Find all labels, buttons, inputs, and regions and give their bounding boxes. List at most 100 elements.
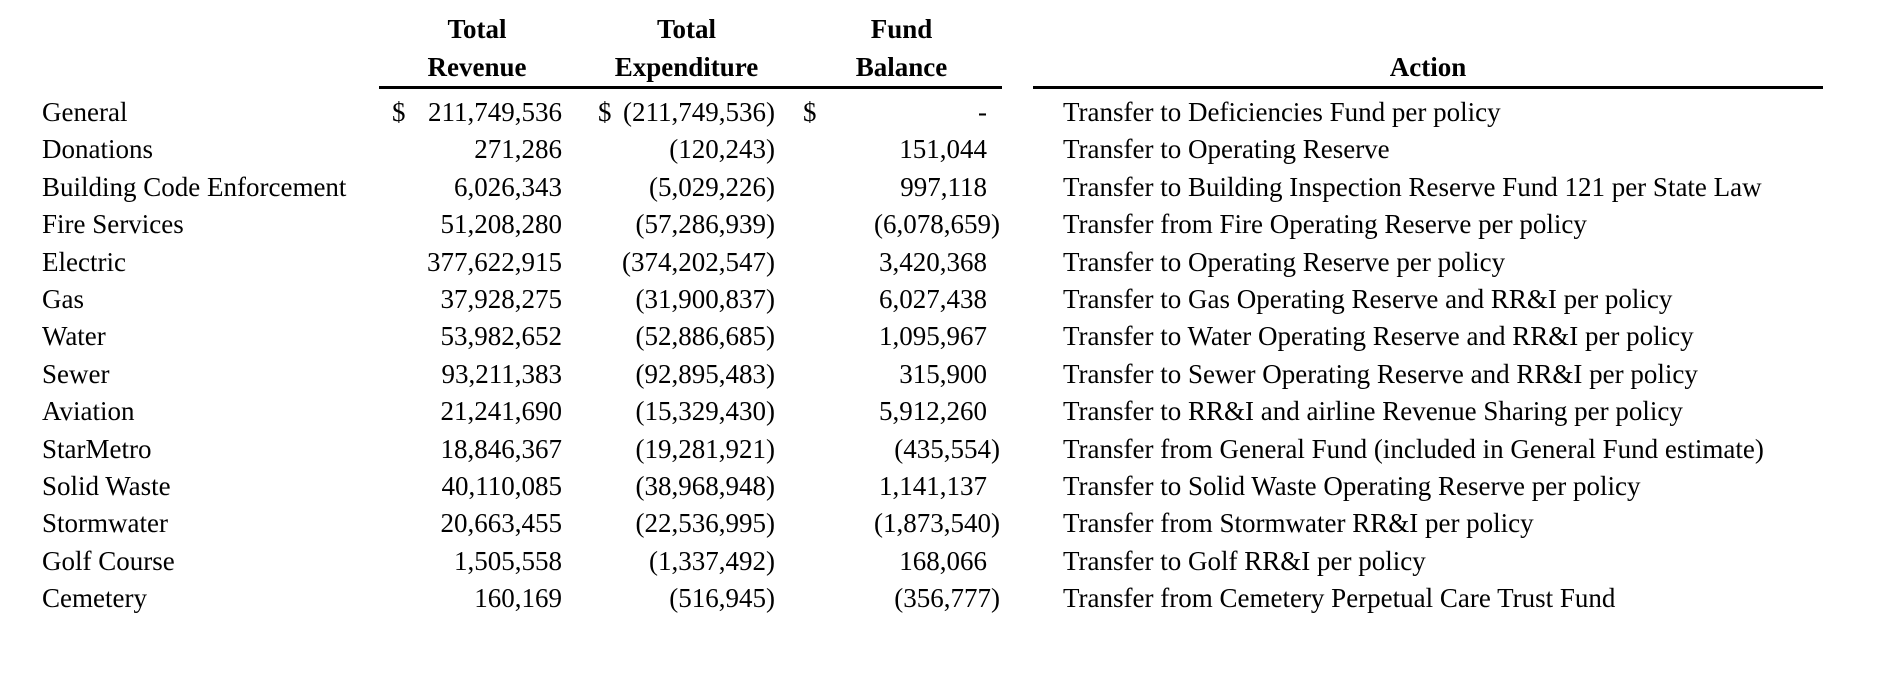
action-label: Transfer to Deficiencies Fund per policy — [1063, 97, 1501, 127]
fund-name-label: Aviation — [42, 396, 135, 427]
total-revenue-cell: 21,241,690 — [392, 393, 563, 430]
total-expenditure-cell: (52,886,685) — [598, 318, 775, 355]
table-row: StarMetro 18,846,367 (19,281,921) (435,5… — [0, 431, 1891, 468]
column-gap — [775, 393, 803, 430]
action-cell: Transfer to Water Operating Reserve and … — [1048, 318, 1891, 355]
column-gap — [562, 543, 598, 580]
total-revenue-cell: 37,928,275 — [392, 281, 563, 318]
total-expenditure-cell: $ (211,749,536) — [598, 94, 775, 131]
column-gap — [562, 318, 598, 355]
total-expenditure-cell: (31,900,837) — [598, 281, 775, 318]
column-gap — [562, 169, 598, 206]
column-header-total-revenue: Total Revenue — [392, 11, 562, 86]
column-gap — [562, 244, 598, 281]
fund-name-label: Stormwater — [42, 508, 168, 539]
fund-name-cell: Water — [42, 318, 392, 355]
column-gap — [775, 431, 803, 468]
expenditure-value: (120,243) — [669, 134, 775, 165]
header-underline-numeric-columns — [379, 86, 1002, 89]
total-revenue-cell: $ 211,749,536 — [392, 94, 562, 131]
total-revenue-cell: 20,663,455 — [392, 505, 563, 542]
column-gap — [775, 580, 803, 617]
expenditure-value: (92,895,483) — [635, 358, 775, 389]
action-cell: Transfer to Sewer Operating Reserve and … — [1048, 356, 1891, 393]
balance-value: 168,066 — [899, 545, 987, 576]
column-gap — [775, 281, 803, 318]
fund-name-cell: Cemetery — [42, 580, 392, 617]
expenditure-value: (5,029,226) — [649, 171, 775, 202]
expenditure-value: (19,281,921) — [635, 433, 775, 464]
fund-name-cell: Fire Services — [42, 206, 392, 243]
revenue-value: 37,928,275 — [440, 283, 563, 314]
column-gap — [562, 356, 598, 393]
revenue-value: 377,622,915 — [427, 246, 562, 277]
table-row: Fire Services 51,208,280 (57,286,939) (6… — [0, 206, 1891, 243]
action-cell: Transfer to Operating Reserve per policy — [1048, 244, 1891, 281]
column-gap — [1000, 94, 1048, 131]
fund-balance-cell: (356,777) — [803, 580, 1000, 617]
expenditure-value: (52,886,685) — [635, 321, 775, 352]
column-gap — [775, 169, 803, 206]
column-header-fund-balance-line2: Balance — [855, 51, 948, 82]
fund-balance-cell: 1,141,137 — [803, 468, 1000, 505]
revenue-value: 93,211,383 — [441, 358, 563, 389]
column-gap — [1000, 393, 1048, 430]
table-row: Cemetery 160,169 (516,945) (356,777) Tra… — [0, 580, 1891, 617]
balance-value: 997,118 — [900, 171, 987, 202]
fund-balance-cell: (435,554) — [803, 431, 1000, 468]
total-revenue-cell: 160,169 — [392, 580, 562, 617]
fund-balance-cell: (6,078,659) — [803, 206, 1000, 243]
revenue-value: 211,749,536 — [428, 97, 562, 127]
revenue-value: 6,026,343 — [454, 171, 562, 202]
column-gap — [562, 281, 598, 318]
total-revenue-cell: 271,286 — [392, 131, 562, 168]
total-revenue-cell: 18,846,367 — [392, 431, 563, 468]
revenue-value: 53,982,652 — [440, 321, 563, 352]
revenue-value: 40,110,085 — [441, 470, 563, 501]
total-expenditure-cell: (92,895,483) — [598, 356, 775, 393]
action-cell: Transfer to Solid Waste Operating Reserv… — [1048, 468, 1891, 505]
total-revenue-cell: 6,026,343 — [392, 169, 562, 206]
column-gap — [775, 94, 803, 131]
fund-name-cell: Building Code Enforcement — [42, 169, 392, 206]
fund-balance-cell: 1,095,967 — [803, 318, 1000, 355]
fund-balance-cell: 997,118 — [803, 169, 1000, 206]
balance-value: 151,044 — [899, 134, 987, 165]
action-label: Transfer to Sewer Operating Reserve and … — [1063, 358, 1698, 389]
fund-name-label: Building Code Enforcement — [42, 171, 347, 202]
total-expenditure-cell: (516,945) — [598, 580, 775, 617]
fund-name-cell: Gas — [42, 281, 392, 318]
column-gap — [562, 206, 598, 243]
table-row: Water 53,982,652 (52,886,685) 1,095,967 … — [0, 318, 1891, 355]
revenue-value: 51,208,280 — [440, 209, 563, 240]
revenue-value: 1,505,558 — [454, 545, 562, 576]
action-cell: Transfer to RR&I and airline Revenue Sha… — [1048, 393, 1891, 430]
fund-balance-cell: 6,027,438 — [803, 281, 1000, 318]
column-gap — [1000, 505, 1048, 542]
column-gap — [562, 431, 598, 468]
total-revenue-cell: 51,208,280 — [392, 206, 563, 243]
expenditure-value: (15,329,430) — [635, 396, 775, 427]
expenditure-currency-symbol: $ — [598, 97, 612, 127]
column-gap — [562, 468, 598, 505]
column-gap — [1000, 281, 1048, 318]
fund-name-label: Electric — [42, 246, 126, 277]
balance-value: (356,777) — [894, 583, 1000, 614]
fund-balance-cell: 168,066 — [803, 543, 1000, 580]
fund-balance-cell: 5,912,260 — [803, 393, 1000, 430]
balance-value: 3,420,368 — [879, 246, 987, 277]
action-cell: Transfer to Building Inspection Reserve … — [1048, 169, 1891, 206]
fund-name-label: Water — [42, 321, 106, 352]
balance-value: 1,141,137 — [879, 470, 987, 501]
fund-name-label: Cemetery — [42, 583, 147, 614]
expenditure-value: (1,337,492) — [649, 545, 775, 576]
column-gap — [775, 543, 803, 580]
fund-name-label: StarMetro — [42, 433, 152, 464]
expenditure-value: (38,968,948) — [635, 470, 775, 501]
revenue-value: 21,241,690 — [440, 396, 563, 427]
action-cell: Transfer from General Fund (included in … — [1048, 431, 1891, 468]
total-expenditure-cell: (38,968,948) — [598, 468, 775, 505]
fund-name-cell: StarMetro — [42, 431, 392, 468]
column-gap — [775, 244, 803, 281]
expenditure-value: (31,900,837) — [635, 283, 775, 314]
